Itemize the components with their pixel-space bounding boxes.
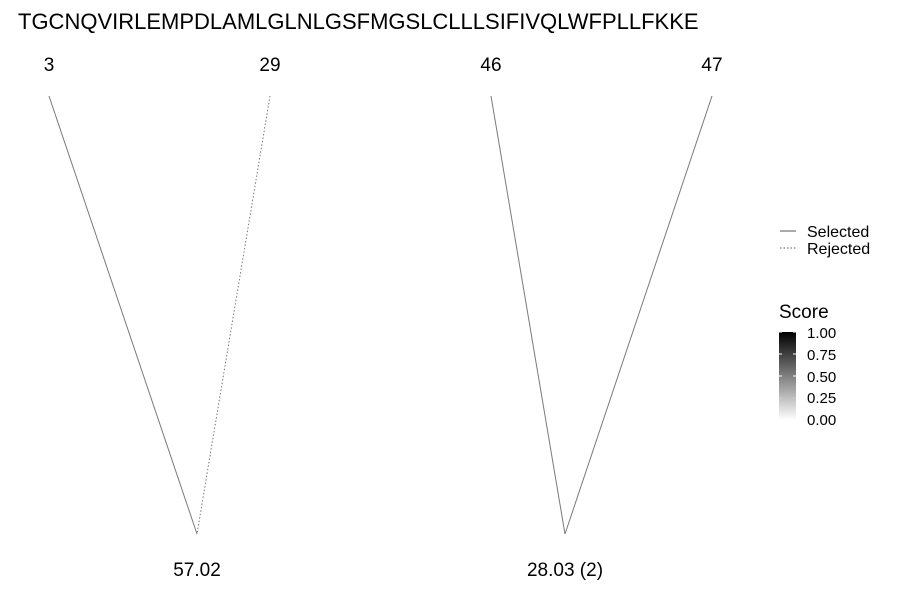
pair-1-score-label: 57.02	[173, 560, 221, 581]
pair-1-left-label: 3	[44, 55, 55, 76]
pair-2-left-label: 46	[480, 55, 501, 76]
score-colorbar	[779, 332, 796, 420]
score-tick-label: 0.50	[807, 369, 836, 386]
legend-rejected-label: Rejected	[807, 241, 870, 258]
pair-1: 3 29 57.02	[44, 55, 281, 581]
line-legend: Selected Rejected	[780, 224, 870, 258]
pair-2-score-label: 28.03 (2)	[527, 560, 603, 581]
pair-2-right-label: 47	[701, 55, 722, 76]
pair-1-left-line-selected	[48, 95, 198, 535]
pair-1-right-label: 29	[259, 55, 280, 76]
score-tick-label: 0.75	[807, 347, 836, 364]
pair-1-right-line-rejected	[196, 95, 271, 535]
legend-selected-label: Selected	[807, 224, 869, 241]
pair-2: 46 47 28.03 (2)	[480, 55, 722, 581]
score-legend: Score 1.00 0.75 0.50 0.25 0.00	[779, 302, 836, 429]
sequence-title: TGCNQVIRLEMPDLAMLGLNLGSFMGSLCLLLSIFIVQLW…	[18, 9, 699, 34]
score-legend-title: Score	[779, 302, 829, 323]
pair-2-right-line-selected	[564, 95, 713, 535]
pair-2-left-line-selected	[490, 95, 566, 535]
score-tick-label: 0.00	[807, 412, 836, 429]
score-tick-label: 0.25	[807, 390, 836, 407]
score-tick-label: 1.00	[807, 325, 836, 342]
